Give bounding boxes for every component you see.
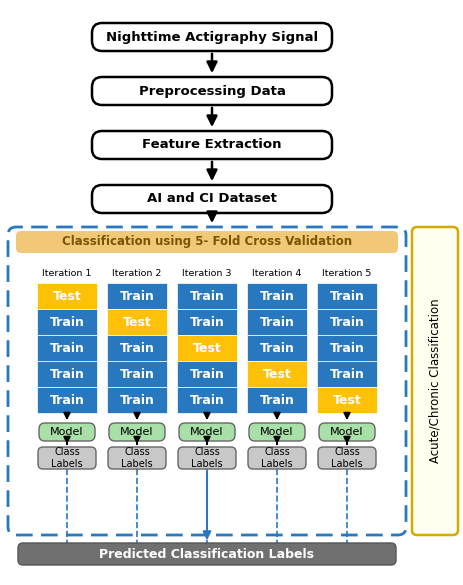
Text: Feature Extraction: Feature Extraction — [142, 139, 281, 152]
Text: Train: Train — [259, 290, 294, 302]
FancyBboxPatch shape — [92, 77, 332, 105]
FancyBboxPatch shape — [247, 447, 305, 469]
FancyBboxPatch shape — [92, 185, 332, 213]
Text: AI and CI Dataset: AI and CI Dataset — [147, 192, 276, 205]
Text: Train: Train — [189, 367, 224, 380]
Text: Iteration 3: Iteration 3 — [182, 269, 231, 277]
Bar — [107, 361, 167, 387]
Text: Predicted Classification Labels: Predicted Classification Labels — [99, 548, 314, 560]
Text: Test: Test — [52, 290, 81, 302]
Text: Nighttime Actigraphy Signal: Nighttime Actigraphy Signal — [106, 30, 317, 43]
Bar — [316, 335, 376, 361]
Text: Class
Labels: Class Labels — [191, 447, 222, 469]
Text: Model: Model — [260, 427, 293, 437]
Text: Acute/Chronic Classification: Acute/Chronic Classification — [427, 299, 441, 463]
Text: Train: Train — [119, 290, 154, 302]
Text: Test: Test — [332, 394, 361, 407]
Text: Iteration 2: Iteration 2 — [112, 269, 161, 277]
Text: Class
Labels: Class Labels — [331, 447, 362, 469]
Text: Model: Model — [190, 427, 223, 437]
Text: Train: Train — [50, 342, 84, 355]
Text: Train: Train — [50, 367, 84, 380]
Bar — [107, 283, 167, 309]
FancyBboxPatch shape — [108, 447, 166, 469]
Text: Train: Train — [119, 394, 154, 407]
Text: Train: Train — [119, 342, 154, 355]
Text: Class
Labels: Class Labels — [121, 447, 152, 469]
Bar — [246, 361, 307, 387]
Bar — [316, 309, 376, 335]
Text: Train: Train — [189, 394, 224, 407]
Text: Train: Train — [259, 394, 294, 407]
Text: Train: Train — [329, 367, 363, 380]
Text: Train: Train — [189, 315, 224, 329]
Text: Classification using 5- Fold Cross Validation: Classification using 5- Fold Cross Valid… — [62, 236, 351, 249]
Text: Train: Train — [50, 315, 84, 329]
Text: Model: Model — [120, 427, 153, 437]
Bar — [37, 335, 97, 361]
Text: Train: Train — [259, 315, 294, 329]
Text: Class
Labels: Class Labels — [261, 447, 292, 469]
Text: Preprocessing Data: Preprocessing Data — [138, 84, 285, 98]
Text: Train: Train — [119, 367, 154, 380]
Bar — [316, 361, 376, 387]
Bar — [37, 309, 97, 335]
FancyBboxPatch shape — [39, 423, 95, 441]
Bar — [176, 309, 237, 335]
Text: Iteration 4: Iteration 4 — [252, 269, 301, 277]
Bar — [107, 309, 167, 335]
Text: Train: Train — [329, 315, 363, 329]
Text: Model: Model — [50, 427, 83, 437]
FancyBboxPatch shape — [16, 231, 397, 253]
FancyBboxPatch shape — [249, 423, 304, 441]
Bar — [246, 335, 307, 361]
FancyBboxPatch shape — [92, 23, 332, 51]
Text: Model: Model — [330, 427, 363, 437]
FancyBboxPatch shape — [317, 447, 375, 469]
FancyBboxPatch shape — [109, 423, 165, 441]
Text: Class
Labels: Class Labels — [51, 447, 82, 469]
Text: Test: Test — [262, 367, 291, 380]
Text: Train: Train — [329, 342, 363, 355]
Text: Test: Test — [122, 315, 151, 329]
Bar — [107, 335, 167, 361]
Bar — [176, 283, 237, 309]
Bar — [37, 387, 97, 413]
Bar — [316, 283, 376, 309]
Text: Train: Train — [259, 342, 294, 355]
Bar — [37, 283, 97, 309]
Bar — [246, 387, 307, 413]
Text: Iteration 5: Iteration 5 — [322, 269, 371, 277]
FancyBboxPatch shape — [92, 131, 332, 159]
Bar — [37, 361, 97, 387]
Bar — [316, 387, 376, 413]
Text: Train: Train — [329, 290, 363, 302]
Bar — [176, 387, 237, 413]
FancyBboxPatch shape — [18, 543, 395, 565]
Bar — [246, 283, 307, 309]
FancyBboxPatch shape — [178, 447, 236, 469]
Bar — [176, 361, 237, 387]
FancyBboxPatch shape — [38, 447, 96, 469]
Text: Iteration 1: Iteration 1 — [42, 269, 92, 277]
FancyBboxPatch shape — [319, 423, 374, 441]
Bar — [246, 309, 307, 335]
FancyBboxPatch shape — [411, 227, 457, 535]
Bar — [176, 335, 237, 361]
Text: Train: Train — [50, 394, 84, 407]
Text: Test: Test — [192, 342, 221, 355]
FancyBboxPatch shape — [179, 423, 234, 441]
Bar — [107, 387, 167, 413]
Text: Train: Train — [189, 290, 224, 302]
